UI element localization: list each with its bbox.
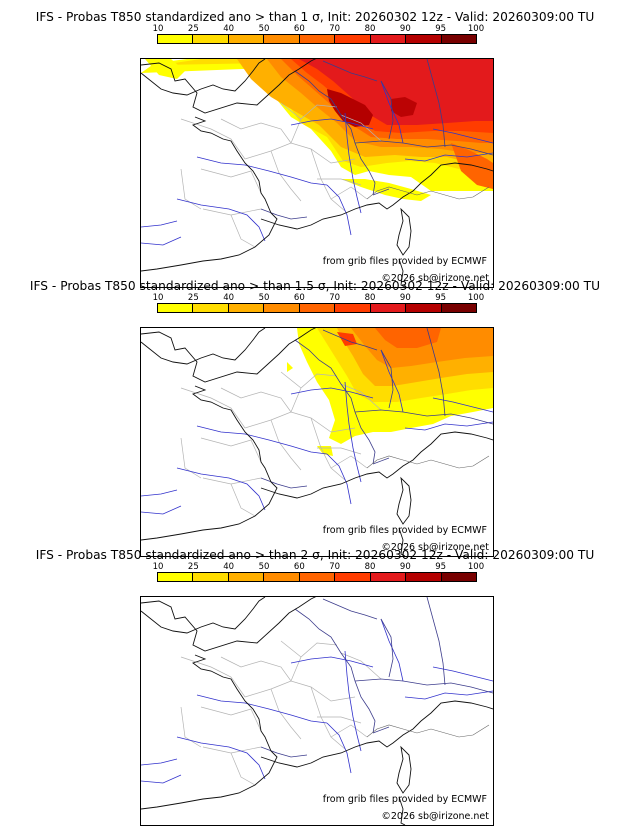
- coastlines: [141, 597, 493, 825]
- legend-color-swatch: [370, 304, 407, 312]
- legend-color-swatch: [370, 35, 407, 43]
- coastlines: [141, 59, 493, 287]
- legend-color-swatch: [264, 304, 300, 312]
- copyright-credit: ©2026 sb@irizone.net: [381, 811, 489, 822]
- legend-color-swatch: [441, 304, 476, 312]
- legend-color-swatch: [158, 573, 194, 581]
- probability-field: [141, 59, 493, 201]
- probability-map: from grib files provided by ECMWF ©2026 s…: [140, 596, 494, 826]
- legend-tick-label: 50: [258, 562, 270, 572]
- legend-tick-label: 95: [435, 293, 447, 303]
- legend-color-swatch: [441, 573, 476, 581]
- copyright-credit: ©2026 sb@irizone.net: [381, 542, 489, 553]
- legend-color-swatch: [158, 35, 194, 43]
- source-credit: from grib files provided by ECMWF: [322, 525, 487, 536]
- legend-ticks: 10 25 40 50 60 70 80 90 95 100: [153, 24, 485, 34]
- legend-color-swatch: [335, 573, 371, 581]
- panel-title: IFS - Probas T850 standardized ano > tha…: [29, 279, 601, 293]
- legend-tick-label: 25: [187, 24, 199, 34]
- legend-tick-label: 10: [152, 293, 164, 303]
- legend-tick-label: 70: [329, 24, 341, 34]
- legend-tick-label: 90: [399, 293, 411, 303]
- legend-color-swatch: [228, 35, 265, 43]
- legend-color-swatch: [158, 304, 194, 312]
- color-legend: 10 25 40 50 60 70 80 90 95 100: [153, 562, 485, 586]
- legend-tick-label: 40: [223, 293, 235, 303]
- probability-map: from grib files provided by ECMWF ©2026 s…: [140, 58, 494, 288]
- source-credit: from grib files provided by ECMWF: [322, 256, 487, 267]
- legend-color-swatch: [406, 35, 442, 43]
- legend-color-swatch: [228, 304, 265, 312]
- legend-colorbar: [157, 572, 477, 582]
- copyright-credit: ©2026 sb@irizone.net: [381, 273, 489, 284]
- legend-tick-label: 80: [364, 293, 376, 303]
- legend-color-swatch: [335, 304, 371, 312]
- legend-tick-label: 60: [293, 293, 305, 303]
- legend-tick-label: 60: [293, 24, 305, 34]
- coastlines: [141, 328, 493, 556]
- region-boundaries: [180, 102, 382, 248]
- legend-tick-label: 95: [435, 562, 447, 572]
- legend-colorbar: [157, 34, 477, 44]
- legend-tick-label: 10: [152, 562, 164, 572]
- legend-color-swatch: [441, 35, 476, 43]
- legend-color-swatch: [370, 573, 407, 581]
- legend-tick-label: 70: [329, 293, 341, 303]
- legend-ticks: 10 25 40 50 60 70 80 90 95 100: [153, 293, 485, 303]
- legend-tick-label: 90: [399, 24, 411, 34]
- legend-ticks: 10 25 40 50 60 70 80 90 95 100: [153, 562, 485, 572]
- legend-color-swatch: [193, 304, 229, 312]
- legend-tick-label: 100: [467, 562, 485, 572]
- panel-title: IFS - Probas T850 standardized ano > tha…: [35, 10, 595, 24]
- country-borders: [260, 59, 493, 220]
- legend-color-swatch: [193, 35, 229, 43]
- legend-color-swatch: [299, 573, 336, 581]
- region-boundaries: [180, 640, 382, 786]
- legend-color-swatch: [264, 35, 300, 43]
- legend-tick-label: 70: [329, 562, 341, 572]
- probability-map: from grib files provided by ECMWF ©2026 s…: [140, 327, 494, 557]
- legend-tick-label: 25: [187, 293, 199, 303]
- rivers: [141, 618, 493, 784]
- legend-color-swatch: [193, 573, 229, 581]
- legend-color-swatch: [228, 573, 265, 581]
- probability-field: [287, 328, 493, 456]
- legend-tick-label: 80: [364, 562, 376, 572]
- legend-tick-label: 40: [223, 562, 235, 572]
- legend-tick-label: 80: [364, 24, 376, 34]
- legend-color-swatch: [299, 35, 336, 43]
- region-boundaries: [180, 371, 382, 517]
- legend-tick-label: 100: [467, 293, 485, 303]
- legend-tick-label: 100: [467, 24, 485, 34]
- legend-tick-label: 95: [435, 24, 447, 34]
- color-legend: 10 25 40 50 60 70 80 90 95 100: [153, 24, 485, 48]
- legend-tick-label: 90: [399, 562, 411, 572]
- legend-color-swatch: [299, 304, 336, 312]
- legend-tick-label: 50: [258, 293, 270, 303]
- source-credit: from grib files provided by ECMWF: [322, 794, 487, 805]
- color-legend: 10 25 40 50 60 70 80 90 95 100: [153, 293, 485, 317]
- panel-title: IFS - Probas T850 standardized ano > tha…: [35, 548, 595, 562]
- legend-tick-label: 40: [223, 24, 235, 34]
- rivers: [141, 80, 493, 246]
- rivers: [141, 349, 493, 515]
- legend-color-swatch: [406, 573, 442, 581]
- legend-tick-label: 50: [258, 24, 270, 34]
- legend-tick-label: 60: [293, 562, 305, 572]
- country-borders: [260, 328, 493, 489]
- legend-tick-label: 25: [187, 562, 199, 572]
- legend-color-swatch: [335, 35, 371, 43]
- map-panel-1: IFS - Probas T850 standardized ano > tha…: [0, 10, 630, 288]
- legend-color-swatch: [406, 304, 442, 312]
- map-panel-3: IFS - Probas T850 standardized ano > tha…: [0, 548, 630, 826]
- legend-tick-label: 10: [152, 24, 164, 34]
- legend-colorbar: [157, 303, 477, 313]
- country-borders: [260, 597, 493, 758]
- map-panel-2: IFS - Probas T850 standardized ano > tha…: [0, 279, 630, 557]
- legend-color-swatch: [264, 573, 300, 581]
